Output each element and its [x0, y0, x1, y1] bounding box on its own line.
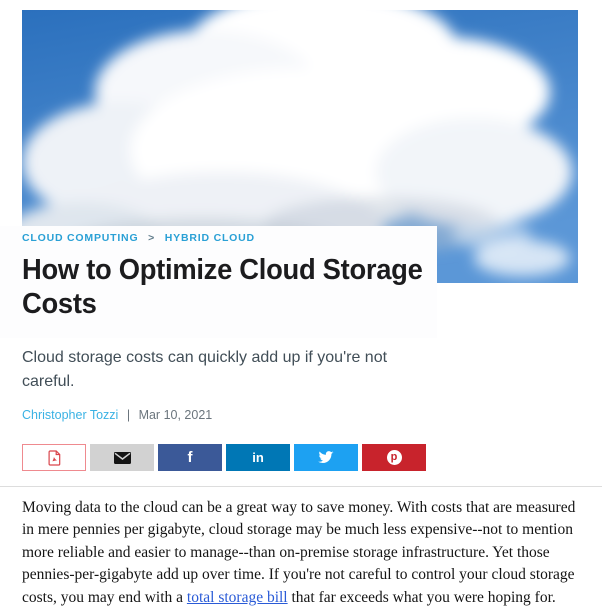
page-title: How to Optimize Cloud Storage Costs — [22, 254, 423, 320]
breadcrumb-subcategory[interactable]: HYBRID CLOUD — [164, 232, 255, 244]
share-twitter-button[interactable] — [294, 444, 358, 471]
breadcrumb: CLOUD COMPUTING > HYBRID CLOUD — [22, 232, 580, 244]
share-linkedin-button[interactable]: in — [226, 444, 290, 471]
download-pdf-button[interactable] — [22, 444, 86, 471]
facebook-f-icon: f — [187, 449, 193, 466]
pdf-file-icon — [48, 449, 60, 466]
breadcrumb-separator: > — [148, 232, 156, 244]
title-card-background — [0, 226, 437, 338]
pinterest-p-icon: p — [386, 450, 402, 465]
article-paragraph: Moving data to the cloud can be a great … — [22, 497, 580, 609]
envelope-icon — [113, 451, 131, 464]
content-divider — [0, 486, 602, 487]
article-content: CLOUD COMPUTING > HYBRID CLOUD How to Op… — [0, 226, 602, 609]
share-facebook-button[interactable]: f — [158, 444, 222, 471]
author-link[interactable]: Christopher Tozzi — [22, 408, 119, 422]
breadcrumb-category[interactable]: CLOUD COMPUTING — [22, 232, 139, 244]
byline-separator: | — [126, 408, 131, 422]
publish-date: Mar 10, 2021 — [138, 408, 213, 422]
paragraph-text-start: Moving data to the cloud can be a great … — [22, 499, 576, 606]
byline: Christopher Tozzi | Mar 10, 2021 — [22, 408, 580, 423]
total-storage-bill-link[interactable]: total storage bill — [186, 588, 288, 606]
paragraph-text-end: that far exceeds what you were hoping fo… — [287, 588, 556, 606]
share-toolbar: f in p — [22, 444, 580, 471]
article-dek: Cloud storage costs can quickly add up i… — [22, 349, 388, 390]
share-email-button[interactable] — [90, 444, 154, 471]
linkedin-in-icon: in — [252, 450, 264, 465]
share-pinterest-button[interactable]: p — [362, 444, 426, 471]
twitter-bird-icon — [318, 451, 334, 464]
